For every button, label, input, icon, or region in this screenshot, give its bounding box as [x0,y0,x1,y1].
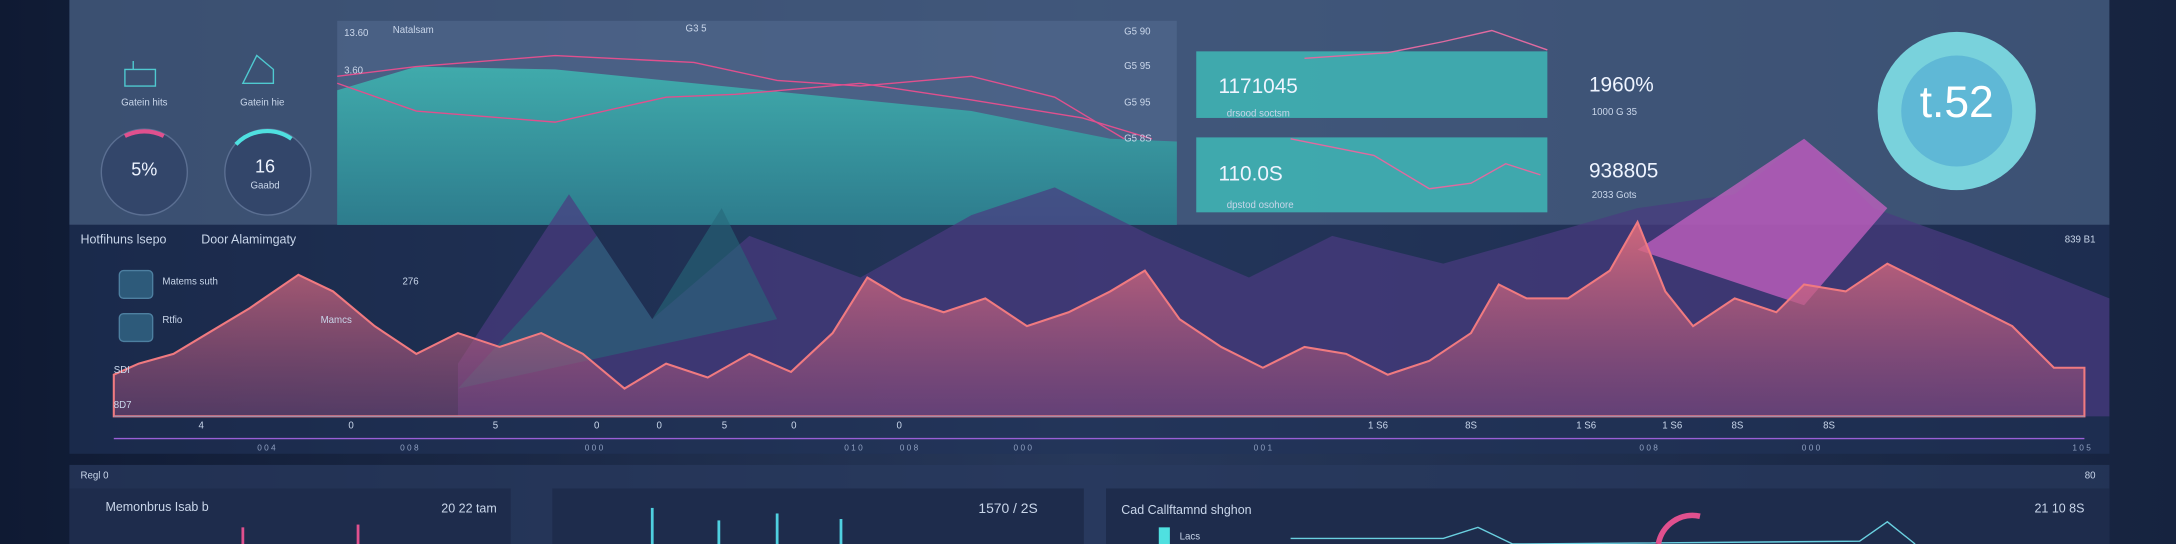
panel-value: 20 22 tam [441,502,496,516]
gauge-value: 5% [131,159,157,179]
x-tick-label: 1 S6 [1576,421,1596,432]
gauge-caption: Gaabd [250,181,279,192]
card-caption: dpstod osohore [1227,200,1294,211]
x-tick-label: 0 0 4 [257,442,276,452]
legend-label: Lacs [1180,532,1201,543]
axis-label: G5 95 [1124,97,1150,108]
x-tick-label: 0 0 8 [900,442,919,452]
panel-value: 1570 / 2S [978,500,1037,516]
x-tick-label: 8S [1823,421,1835,432]
x-tick-label: 0 0 0 [1802,442,1821,452]
panel-subtitle: Door Alamimgaty [201,232,297,246]
stat-caption: 2033 Gots [1592,190,1637,201]
x-tick-label: 0 0 8 [1639,442,1658,452]
line [1304,29,1548,59]
x-tick-label: 4 [199,421,205,432]
axis-label: 8D7 [114,400,132,411]
line [1290,138,1541,190]
axis-label: 13.60 [344,28,369,39]
card [1196,137,1548,213]
x-tick-label: 0 [348,421,354,432]
x-tick-label: 1 0 5 [2072,442,2091,452]
x-tick-label: 5 [493,421,498,432]
sub-panel [552,488,1084,544]
panel-corner: 839 B1 [2065,235,2096,246]
axis-label: 3.60 [344,65,363,76]
chart-label: G3 5 [686,24,707,35]
panel-corner: 80 [2085,471,2096,482]
x-tick-label: 1 S6 [1662,421,1682,432]
legend-label[interactable]: 276 [402,276,418,287]
axis-label: G5 90 [1124,26,1151,37]
x-tick-label: 0 0 1 [1254,442,1273,452]
chart-title: Natalsam [393,25,434,36]
stat-value: 938805 [1589,160,1658,183]
stat-value: 1960% [1589,74,1654,97]
panel-value: 21 10 8S [2034,502,2084,516]
icon [124,61,157,87]
gauge-arc [123,129,165,138]
mountains [1637,138,1888,306]
x-tick-label: 0 0 0 [1014,442,1033,452]
card-caption: drsood soctsm [1227,108,1290,119]
x-tick-label: 5 [722,421,727,432]
x-tick-label: 0 [897,421,903,432]
x-tick-label: 0 [656,421,662,432]
x-tick-label: 1 S6 [1368,421,1388,432]
gauge-arc [1655,512,1701,544]
legend-label[interactable]: Matems suth [162,276,218,287]
x-tick-label: 0 [594,421,600,432]
panel-title: Regl 0 [80,471,109,482]
gauge [100,128,189,216]
gauge-value: t.52 [1920,78,1994,127]
x-tick-label: 0 0 8 [400,442,419,452]
stat-caption: 1000 G 35 [1592,107,1637,118]
axis-label: SDI [114,365,130,376]
x-tick-label: 8S [1732,421,1744,432]
panel-title: Hotfihuns lsepo [80,232,166,246]
axis-label: G5 8S [1124,133,1152,144]
teal-area [337,66,1177,225]
area [112,219,2086,418]
icon-label: Gatein hits [121,97,168,108]
axis-label: G5 95 [1124,61,1150,72]
sub-panel [69,488,511,544]
card-value: 1171045 [1218,75,1297,98]
legend-box[interactable] [118,312,154,343]
line [1290,520,1916,544]
panel-title: Cad Callftamnd shghon [1121,503,1251,517]
x-tick-label: 0 0 0 [585,442,604,452]
card [1196,51,1548,118]
gauge-value: 16 [255,157,275,177]
icon [241,54,275,84]
legend-label[interactable]: Rtfio [162,315,182,326]
bar [1158,527,1170,544]
legend-box[interactable] [118,269,154,300]
gauge-arc [234,129,293,146]
icon-label: Gatein hie [240,97,284,108]
x-tick-label: 0 1 0 [844,442,863,452]
panel-title: Memonbrus Isab b [105,500,208,514]
gauge-core [1901,55,2013,167]
line [336,82,1153,140]
mini-bars [241,507,1170,544]
line [337,54,1125,140]
legend-label[interactable]: Mamcs [321,315,352,326]
x-tick-label: 0 [791,421,797,432]
x-tick-label: 8S [1465,421,1477,432]
card-value: 110.0S [1218,162,1282,185]
sub-panel [1106,488,2110,544]
